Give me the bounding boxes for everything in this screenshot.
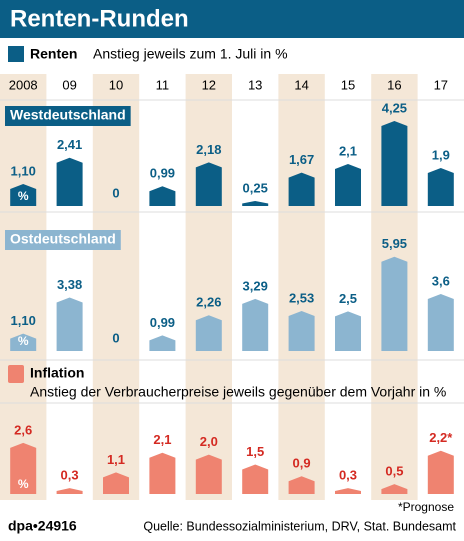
title-bar (0, 0, 464, 38)
column-band (278, 74, 325, 500)
bar (242, 298, 269, 351)
bar (56, 488, 83, 494)
column-band (92, 74, 140, 500)
x-tick-label: 16 (387, 77, 401, 92)
footnote: *Prognose (398, 500, 454, 514)
bar (103, 472, 129, 494)
bar (195, 454, 222, 494)
value-label: 1,1 (107, 452, 125, 467)
legend-swatch (8, 46, 24, 62)
value-label: 3,29 (243, 278, 268, 293)
agency: dpa•24916 (8, 518, 77, 534)
value-label: 4,25 (382, 100, 407, 115)
value-label: 1,10 (11, 313, 36, 328)
legend-subtitle: Anstieg der Verbraucherpreise jeweils ge… (30, 384, 446, 400)
bar (335, 488, 361, 494)
bar (195, 315, 222, 351)
value-label: 5,95 (382, 236, 407, 251)
value-label: 2,1 (153, 432, 171, 447)
x-tick-label: 09 (62, 77, 76, 92)
legend-label: Renten (30, 46, 77, 62)
bar (149, 186, 176, 206)
value-label: 2,18 (196, 142, 221, 157)
value-label: 0,99 (150, 315, 175, 330)
value-label: 0,3 (339, 468, 357, 483)
source: Quelle: Bundessozialministerium, DRV, St… (143, 519, 456, 533)
value-label: 0,3 (61, 468, 79, 483)
value-label: 2,2* (429, 430, 453, 445)
value-label: 2,41 (57, 137, 82, 152)
bar (10, 442, 37, 494)
value-label: 2,5 (339, 291, 357, 306)
bar (56, 297, 83, 351)
bar (288, 476, 315, 494)
value-label: 2,53 (289, 290, 314, 305)
panel-label: Ostdeutschland (10, 231, 116, 247)
x-tick-label: 2008 (9, 77, 38, 92)
value-label: 2,0 (200, 434, 218, 449)
x-tick-label: 13 (248, 77, 262, 92)
unit-label: % (18, 477, 29, 491)
value-label: 0,25 (243, 180, 268, 195)
title: Renten-Runden (10, 5, 189, 32)
value-label: 0 (112, 330, 119, 345)
value-label: 0,99 (150, 166, 175, 181)
bar (242, 464, 269, 494)
unit-label: % (18, 189, 29, 203)
bar (10, 333, 37, 351)
bar (335, 164, 361, 206)
legend-swatch (8, 365, 24, 383)
bar (427, 450, 454, 494)
value-label: 2,1 (339, 143, 357, 158)
value-label: 0 (112, 185, 119, 200)
value-label: 2,26 (196, 295, 221, 310)
x-tick-label: 17 (434, 77, 448, 92)
bar (149, 452, 176, 494)
unit-label: % (18, 334, 29, 348)
bar (195, 162, 222, 206)
bar (10, 184, 37, 206)
x-tick-label: 12 (202, 77, 216, 92)
bar (427, 294, 454, 351)
column-band (0, 74, 47, 500)
bar (381, 256, 408, 351)
bar (288, 172, 315, 206)
value-label: 1,5 (246, 444, 264, 459)
bar (381, 484, 408, 494)
value-label: 3,6 (432, 273, 450, 288)
value-label: 0,5 (385, 464, 403, 479)
bar (427, 168, 454, 206)
value-label: 1,67 (289, 152, 314, 167)
panel-label-box (5, 230, 121, 250)
bar (381, 121, 408, 206)
x-tick-label: 10 (109, 77, 123, 92)
value-label: 1,9 (432, 147, 450, 162)
panel-label-box (5, 106, 131, 126)
value-label: 3,38 (57, 277, 82, 292)
bar (56, 157, 83, 206)
value-label: 0,9 (293, 456, 311, 471)
panel-label: Westdeutschland (10, 107, 126, 123)
bar (242, 201, 269, 206)
legend-label: Inflation (30, 365, 84, 381)
x-tick-label: 11 (156, 77, 170, 92)
x-tick-label: 15 (341, 77, 355, 92)
legend-subtitle: Anstieg jeweils zum 1. Juli in % (93, 46, 288, 62)
bar (288, 310, 315, 351)
x-tick-label: 14 (294, 77, 308, 92)
value-label: 1,10 (11, 163, 36, 178)
bar (149, 335, 176, 351)
value-label: 2,6 (14, 422, 32, 437)
column-band (185, 74, 232, 500)
bar (335, 311, 361, 351)
